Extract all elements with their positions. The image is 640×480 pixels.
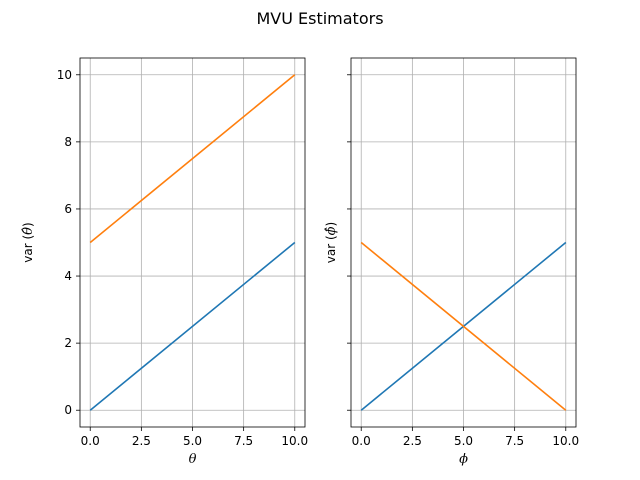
y-axis-label: var (θ̂) [21, 222, 36, 262]
x-axis-label: θ [189, 452, 197, 467]
y-tick-label: 2 [64, 336, 72, 350]
x-tick-label: 0.0 [352, 434, 371, 448]
y-tick-label: 10 [57, 68, 72, 82]
x-tick-label: 5.0 [183, 434, 202, 448]
y-axis-label-prefix: var ( [324, 235, 338, 263]
y-axis-label-prefix: var ( [21, 235, 35, 263]
right-axes: 0.0 2.5 5.0 7.5 10.0 ϕ var (ϕ̂) [324, 57, 579, 467]
series-line-2 [360, 241, 567, 411]
y-axis-label-suffix: ) [324, 222, 338, 227]
x-tick-label: 7.5 [234, 434, 253, 448]
y-axis-label-symbol: θ̂ [21, 227, 36, 235]
x-axis-label: ϕ [459, 452, 468, 467]
y-axis-label-symbol: ϕ̂ [324, 226, 339, 235]
x-tick-label: 2.5 [403, 434, 422, 448]
left-axes: 0.0 2.5 5.0 7.5 10.0 0 2 4 6 8 10 θ var (θ̂) [21, 57, 308, 467]
x-tick-label: 10.0 [552, 434, 579, 448]
y-tick-label: 4 [64, 269, 72, 283]
y-tick-label: 8 [64, 135, 72, 149]
x-tick-label: 10.0 [281, 434, 308, 448]
series-line-1 [89, 241, 296, 411]
y-tick-label: 6 [64, 202, 72, 216]
y-tick-label: 0 [64, 403, 72, 417]
x-tick-label: 0.0 [81, 434, 100, 448]
series-line-2 [89, 74, 296, 244]
x-tick-label: 7.5 [505, 434, 524, 448]
x-tick-label: 2.5 [132, 434, 151, 448]
x-tick-label: 5.0 [454, 434, 473, 448]
y-axis-label-suffix: ) [21, 222, 35, 227]
y-axis-label: var (ϕ̂) [324, 222, 339, 263]
figure-title: MVU Estimators [256, 9, 383, 28]
